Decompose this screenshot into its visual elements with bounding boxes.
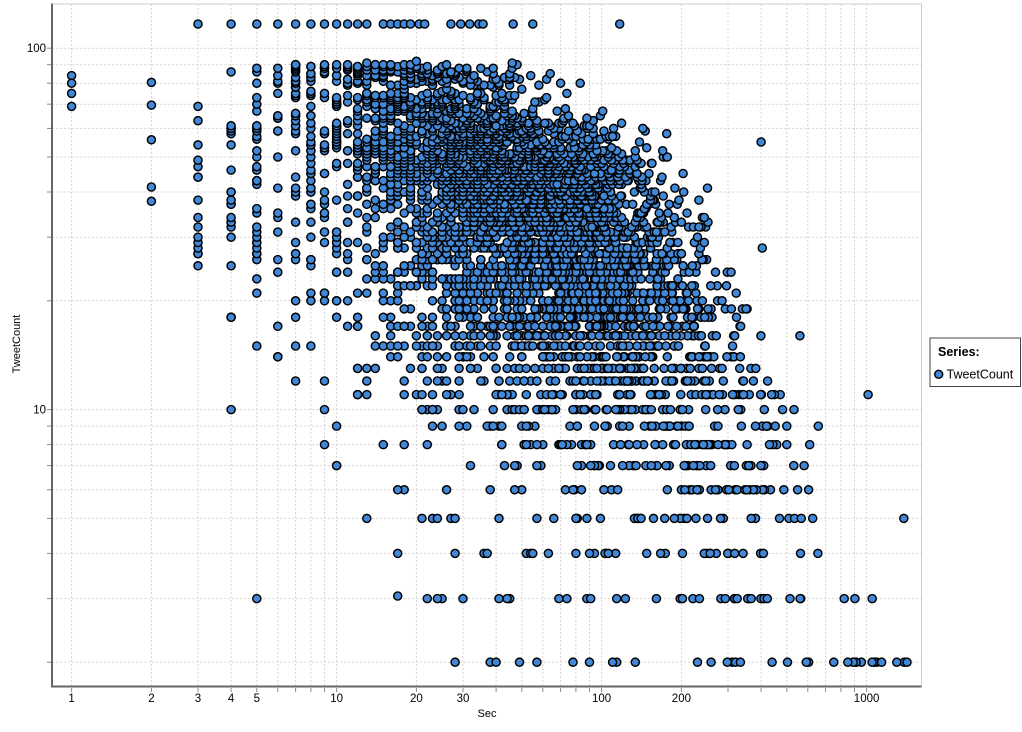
svg-text:2: 2 (148, 693, 154, 705)
svg-text:10: 10 (33, 405, 46, 417)
svg-text:TweetCount: TweetCount (11, 315, 23, 374)
svg-text:TweetCount: TweetCount (947, 368, 1014, 382)
svg-text:200: 200 (672, 693, 691, 705)
svg-text:4: 4 (228, 693, 235, 705)
svg-text:10: 10 (330, 693, 343, 705)
svg-text:3: 3 (195, 693, 201, 705)
svg-text:5: 5 (254, 693, 260, 705)
svg-text:20: 20 (410, 693, 423, 705)
svg-text:1000: 1000 (854, 693, 880, 705)
svg-text:Series:: Series: (938, 345, 980, 359)
svg-text:100: 100 (592, 693, 611, 705)
svg-text:30: 30 (457, 693, 470, 705)
svg-text:Sec: Sec (478, 708, 497, 720)
svg-text:100: 100 (27, 43, 46, 55)
svg-text:1: 1 (68, 693, 74, 705)
